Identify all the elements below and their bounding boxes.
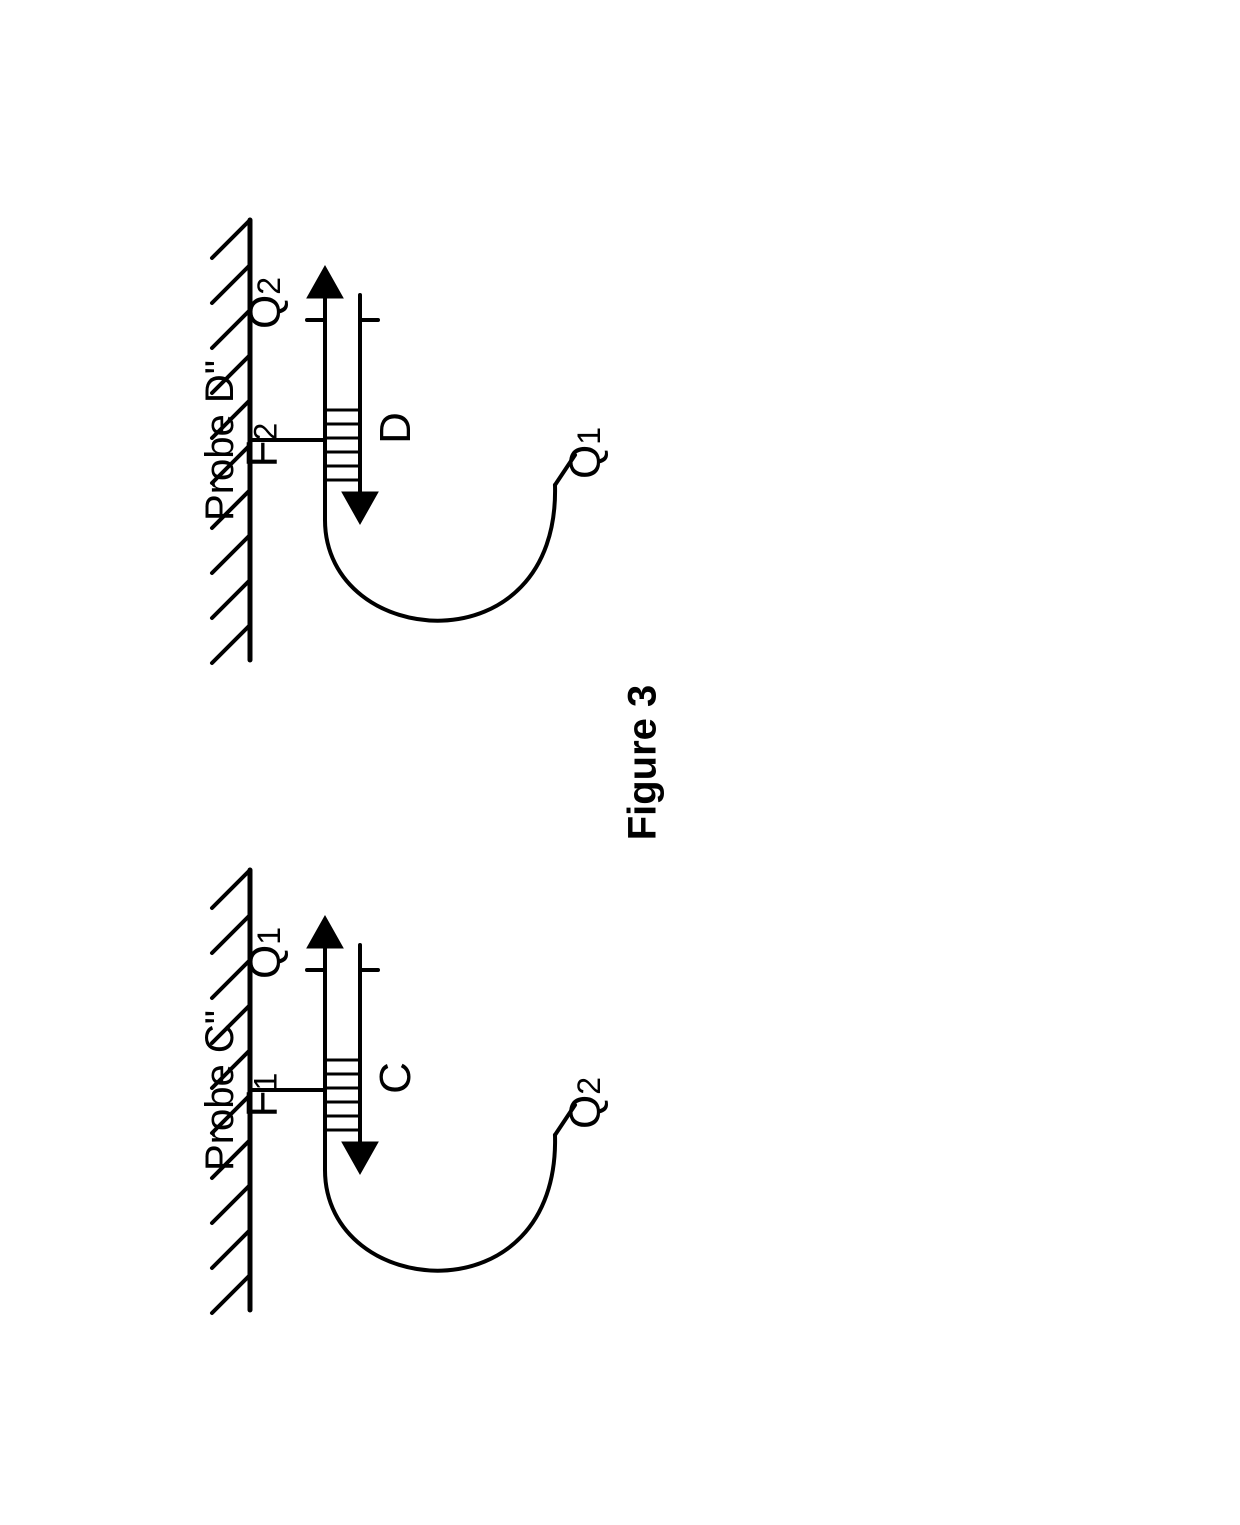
page-root: Figure 3 C Q1 F1 Q2 Probe C" D Q2 F2 Q1 …: [0, 0, 1240, 1525]
probe-d-right-end-label: Q1: [561, 427, 611, 479]
figure-title: Figure 3: [620, 685, 665, 841]
probe-d-left-mid-label: F2: [237, 423, 287, 468]
probe-d-segment-label: D: [371, 412, 421, 444]
probe-c-right-end-label: Q2: [561, 1077, 611, 1129]
probe-d-caption: Probe D": [198, 360, 243, 521]
probe-c-caption: Probe C": [198, 1010, 243, 1171]
probe-d-left-top-label: Q2: [241, 277, 291, 329]
probe-c-segment-label: C: [371, 1062, 421, 1094]
probe-c-left-mid-label: F1: [237, 1073, 287, 1118]
probe-c-left-top-label: Q1: [241, 927, 291, 979]
